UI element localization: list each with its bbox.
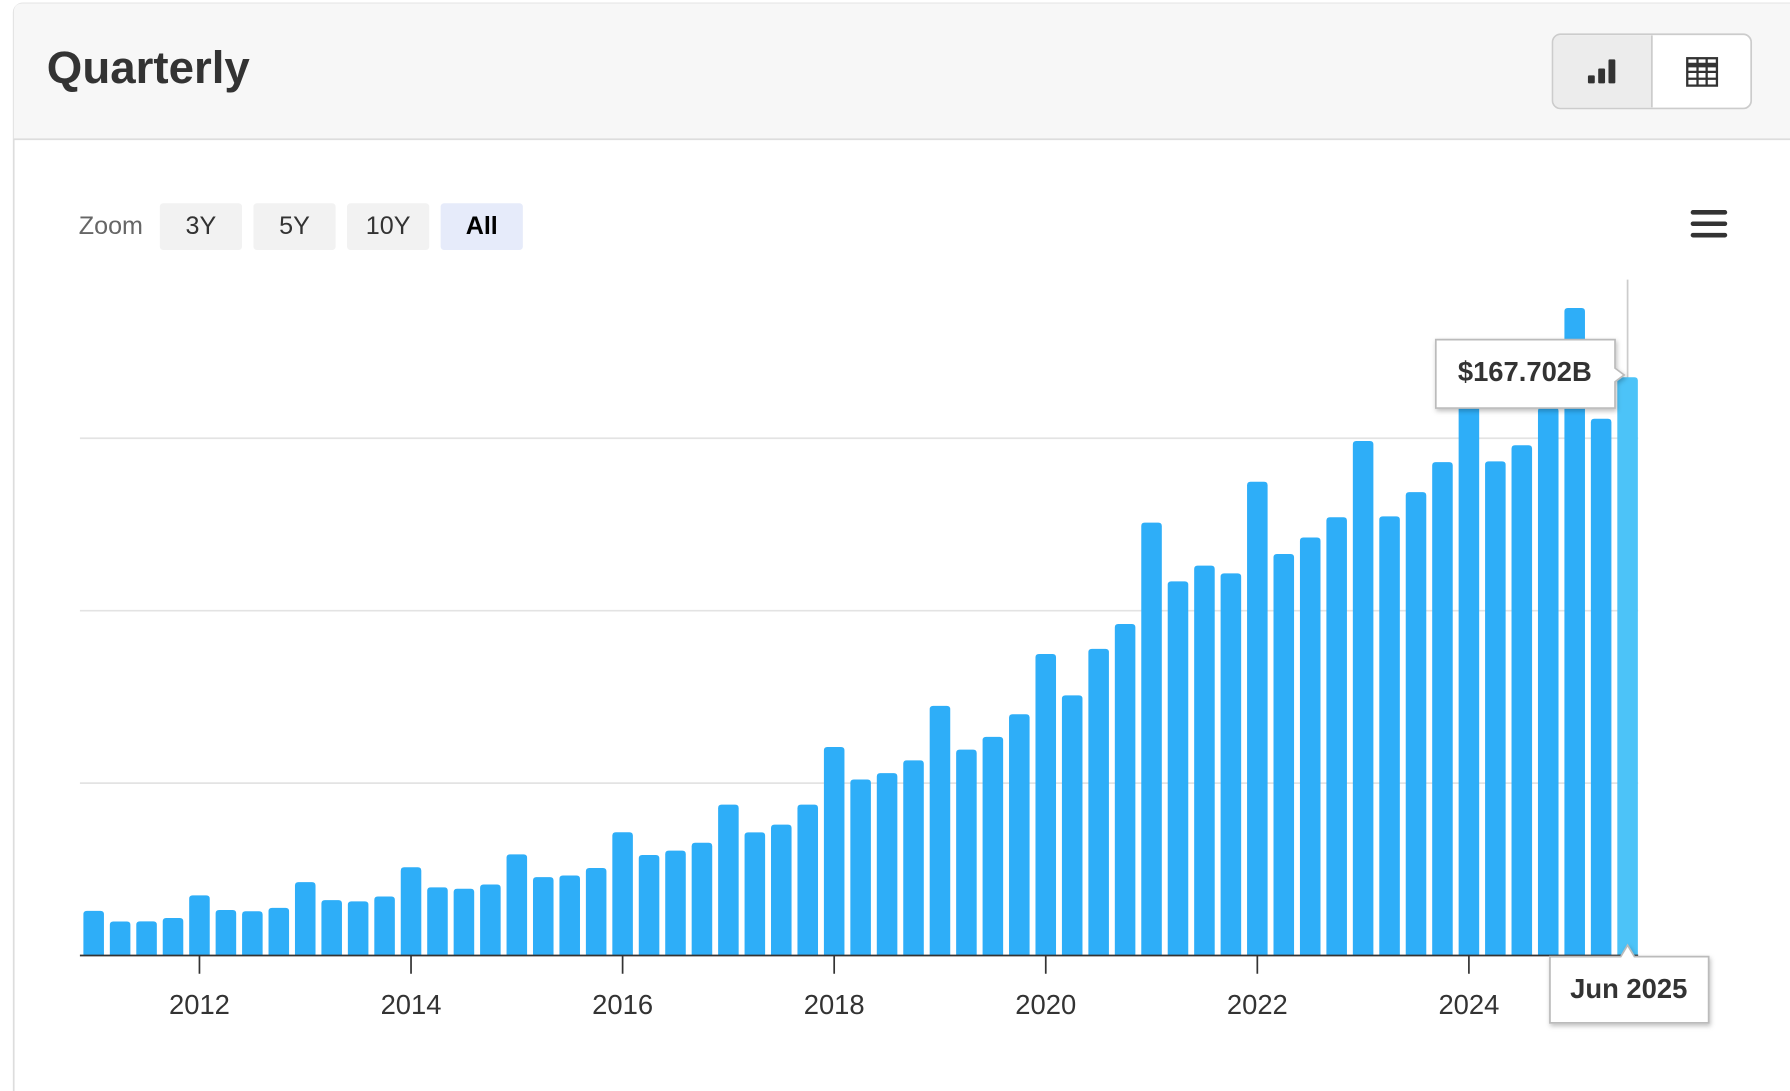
- bar[interactable]: [189, 895, 210, 956]
- bar[interactable]: [744, 832, 766, 956]
- zoom-button[interactable]: [253, 203, 336, 251]
- bar[interactable]: [1273, 553, 1295, 956]
- tooltip-value: $167.702B: [1458, 356, 1592, 387]
- bar[interactable]: [876, 773, 898, 956]
- x-tick-label: 2018: [804, 989, 865, 1020]
- bar[interactable]: [612, 832, 633, 956]
- bar[interactable]: [1405, 492, 1427, 956]
- bar[interactable]: [1432, 462, 1453, 956]
- bar[interactable]: [850, 779, 871, 956]
- bar[interactable]: [982, 736, 1004, 956]
- x-tick-label: 2014: [381, 989, 442, 1020]
- menu-icon[interactable]: [1690, 210, 1728, 238]
- x-tick-label: 2012: [169, 989, 230, 1020]
- view-toggle: [1551, 33, 1753, 110]
- bar[interactable]: [1379, 516, 1400, 956]
- bar[interactable]: [771, 824, 792, 956]
- bar[interactable]: [1458, 369, 1480, 956]
- bar[interactable]: [585, 868, 607, 956]
- x-tooltip-label: Jun 2025: [1570, 973, 1687, 1004]
- bar[interactable]: [215, 910, 237, 956]
- bar[interactable]: [823, 747, 845, 956]
- x-tick-label: 2022: [1227, 989, 1288, 1020]
- x-tick-label: 2024: [1438, 989, 1499, 1020]
- bar[interactable]: [559, 875, 580, 956]
- bar[interactable]: [1167, 581, 1189, 956]
- bar[interactable]: [1299, 537, 1321, 956]
- bar[interactable]: [1220, 573, 1242, 956]
- title: Quarterly: [47, 42, 251, 93]
- zoom-button-label: 10Y: [366, 212, 411, 240]
- bar-icon: [1587, 59, 1616, 84]
- bar[interactable]: [1511, 445, 1533, 956]
- x-tooltip: [1549, 943, 1710, 1024]
- zoom-button-label: 5Y: [279, 212, 310, 240]
- bar[interactable]: [638, 855, 660, 956]
- bar[interactable]: [532, 877, 554, 956]
- bar[interactable]: [1035, 654, 1057, 956]
- bar[interactable]: [1247, 481, 1268, 956]
- bar[interactable]: [956, 749, 977, 956]
- zoom-button-label: 3Y: [186, 212, 217, 240]
- bar[interactable]: [1590, 418, 1612, 956]
- bar[interactable]: [1617, 377, 1638, 956]
- zoom-label: Zoom: [79, 212, 143, 240]
- x-tick-label: 2016: [592, 989, 653, 1020]
- zoom-button[interactable]: [347, 203, 430, 251]
- bar[interactable]: [1114, 623, 1136, 956]
- table-icon[interactable]: [1686, 57, 1719, 87]
- bar[interactable]: [1352, 441, 1374, 956]
- bar[interactable]: [294, 882, 316, 956]
- bar[interactable]: [321, 900, 342, 956]
- bar[interactable]: [109, 921, 131, 956]
- bar[interactable]: [162, 917, 184, 956]
- x-tick-label: 2020: [1015, 989, 1076, 1020]
- bar[interactable]: [242, 911, 263, 956]
- card-header: [13, 3, 1790, 140]
- bar[interactable]: [1009, 714, 1030, 956]
- bar[interactable]: [718, 804, 739, 956]
- bar[interactable]: [136, 921, 157, 956]
- bar[interactable]: [453, 888, 475, 956]
- bar[interactable]: [665, 850, 686, 956]
- bar[interactable]: [1061, 695, 1083, 956]
- tooltip-box: [1434, 338, 1626, 409]
- bar[interactable]: [268, 907, 290, 956]
- x-tooltip-box: [1549, 943, 1710, 1024]
- bar[interactable]: [903, 760, 924, 956]
- bar[interactable]: [929, 705, 951, 956]
- bar[interactable]: [1326, 517, 1347, 956]
- bar[interactable]: [1088, 648, 1109, 956]
- zoom-button[interactable]: [440, 203, 523, 251]
- bar[interactable]: [400, 867, 422, 956]
- bar[interactable]: [1194, 565, 1215, 956]
- bar[interactable]: [347, 901, 369, 956]
- bar[interactable]: [374, 896, 395, 956]
- bar[interactable]: [797, 804, 819, 956]
- zoom-button[interactable]: [159, 203, 243, 251]
- bar[interactable]: [1564, 307, 1585, 956]
- bar[interactable]: [480, 884, 501, 956]
- bar[interactable]: [691, 842, 713, 956]
- zoom-button-label: All: [466, 212, 498, 240]
- value-tooltip: [1434, 338, 1626, 409]
- bar[interactable]: [83, 910, 104, 956]
- bar[interactable]: [1537, 407, 1559, 956]
- bar[interactable]: [1141, 522, 1162, 956]
- bar[interactable]: [427, 887, 448, 956]
- bar[interactable]: [1485, 461, 1506, 956]
- bar[interactable]: [506, 854, 528, 956]
